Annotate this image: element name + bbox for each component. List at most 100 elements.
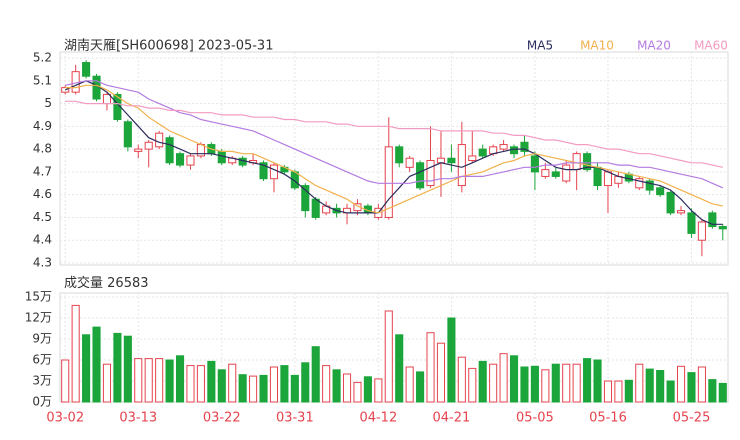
y-tick-label: 4.3 bbox=[33, 256, 52, 270]
candle-body bbox=[311, 198, 320, 218]
volume-bar bbox=[374, 378, 383, 403]
candle-body bbox=[562, 164, 571, 182]
candle-body bbox=[134, 148, 143, 152]
volume-bar bbox=[61, 359, 70, 403]
volume-bar bbox=[583, 358, 592, 403]
volume-bar bbox=[71, 304, 80, 403]
volume-bar bbox=[697, 366, 706, 403]
volume-bar bbox=[614, 380, 623, 403]
volume-bar bbox=[175, 355, 185, 403]
volume-bar bbox=[624, 379, 633, 403]
candle-body bbox=[499, 144, 508, 150]
y-tick-label: 4.7 bbox=[33, 164, 52, 178]
x-tick-label: 03-02 bbox=[46, 411, 84, 426]
volume-bar bbox=[551, 363, 560, 403]
volume-tick-label: 15万 bbox=[25, 290, 52, 304]
volume-tick-label: 0万 bbox=[32, 395, 52, 409]
candle-body bbox=[384, 146, 393, 218]
volume-bar bbox=[718, 382, 727, 403]
y-tick-label: 5 bbox=[44, 96, 52, 110]
volume-bar bbox=[155, 358, 164, 403]
volume-bar bbox=[572, 363, 581, 403]
candle-body bbox=[697, 221, 706, 241]
volume-bar bbox=[687, 372, 696, 403]
volume-bar bbox=[102, 363, 112, 403]
volume-bar bbox=[82, 334, 91, 403]
candle-body bbox=[541, 169, 550, 177]
volume-bar bbox=[666, 380, 675, 403]
candle-body bbox=[478, 148, 487, 157]
volume-bar bbox=[489, 363, 498, 403]
candle-body bbox=[603, 171, 613, 187]
volume-tick-label: 12万 bbox=[25, 311, 52, 325]
volume-bar bbox=[238, 374, 247, 403]
candle-body bbox=[530, 155, 539, 173]
candle-body bbox=[635, 178, 644, 189]
volume-tick-label: 9万 bbox=[32, 332, 52, 346]
volume-label: 成交量 26583 bbox=[64, 275, 149, 291]
y-tick-label: 4.4 bbox=[33, 233, 52, 247]
volume-bar bbox=[478, 360, 487, 403]
volume-bar bbox=[395, 334, 404, 403]
volume-bar bbox=[290, 374, 299, 403]
candle-body bbox=[583, 153, 592, 171]
x-tick-label: 03-31 bbox=[276, 411, 314, 426]
candle-body bbox=[457, 144, 466, 187]
candle-body bbox=[301, 185, 310, 212]
ma-line bbox=[65, 100, 723, 168]
candle-body bbox=[468, 155, 477, 161]
candle-body bbox=[447, 157, 456, 164]
volume-bar bbox=[311, 346, 320, 403]
price-frame bbox=[59, 51, 729, 266]
volume-bar bbox=[353, 381, 362, 403]
volume-bar bbox=[92, 326, 101, 403]
x-tick-label: 03-13 bbox=[119, 411, 157, 426]
volume-bar bbox=[645, 368, 654, 403]
volume-bar bbox=[656, 370, 665, 403]
candle-body bbox=[102, 93, 112, 105]
y-tick-label: 4.9 bbox=[33, 119, 52, 133]
volume-bar bbox=[363, 376, 372, 403]
volume-bar bbox=[342, 373, 352, 403]
candle-body bbox=[676, 210, 686, 214]
volume-bar bbox=[426, 332, 435, 403]
volume-bar bbox=[165, 359, 174, 403]
candle-body bbox=[708, 212, 717, 228]
volume-bar bbox=[708, 379, 717, 403]
candle-body bbox=[416, 162, 425, 189]
y-tick-label: 4.5 bbox=[33, 210, 52, 224]
candle-body bbox=[666, 191, 675, 214]
volume-bar bbox=[530, 365, 539, 403]
volume-bar bbox=[123, 335, 132, 403]
volume-label-text: 成交量 bbox=[64, 275, 103, 291]
legend-entry: MA20 bbox=[637, 39, 671, 53]
x-tick-label: 05-25 bbox=[673, 411, 711, 426]
volume-last-value: 26583 bbox=[107, 276, 148, 291]
candle-body bbox=[186, 155, 195, 166]
x-tick-label: 05-16 bbox=[589, 411, 627, 426]
volume-bar bbox=[520, 366, 529, 403]
x-tick-label: 05-05 bbox=[516, 411, 554, 426]
candle-body bbox=[520, 141, 529, 152]
volume-tick-label: 6万 bbox=[32, 353, 52, 367]
volume-bar bbox=[384, 310, 393, 403]
candle-body bbox=[426, 160, 435, 187]
volume-bar bbox=[635, 363, 644, 403]
legend-entry: MA10 bbox=[580, 39, 614, 53]
volume-bar bbox=[499, 353, 508, 403]
candle-body bbox=[123, 121, 132, 148]
volume-bar bbox=[562, 363, 571, 403]
x-tick-label: 03-22 bbox=[203, 411, 241, 426]
ma-line bbox=[64, 80, 723, 225]
volume-bar bbox=[301, 362, 310, 403]
volume-bar bbox=[405, 366, 414, 403]
candle-body bbox=[259, 162, 268, 180]
candle-body bbox=[551, 171, 560, 177]
volume-bar bbox=[457, 356, 466, 403]
candle-body bbox=[82, 62, 91, 77]
volume-bar bbox=[332, 369, 341, 403]
volume-bar bbox=[593, 359, 602, 403]
y-tick-label: 4.6 bbox=[33, 187, 52, 201]
candle-body bbox=[269, 164, 279, 180]
